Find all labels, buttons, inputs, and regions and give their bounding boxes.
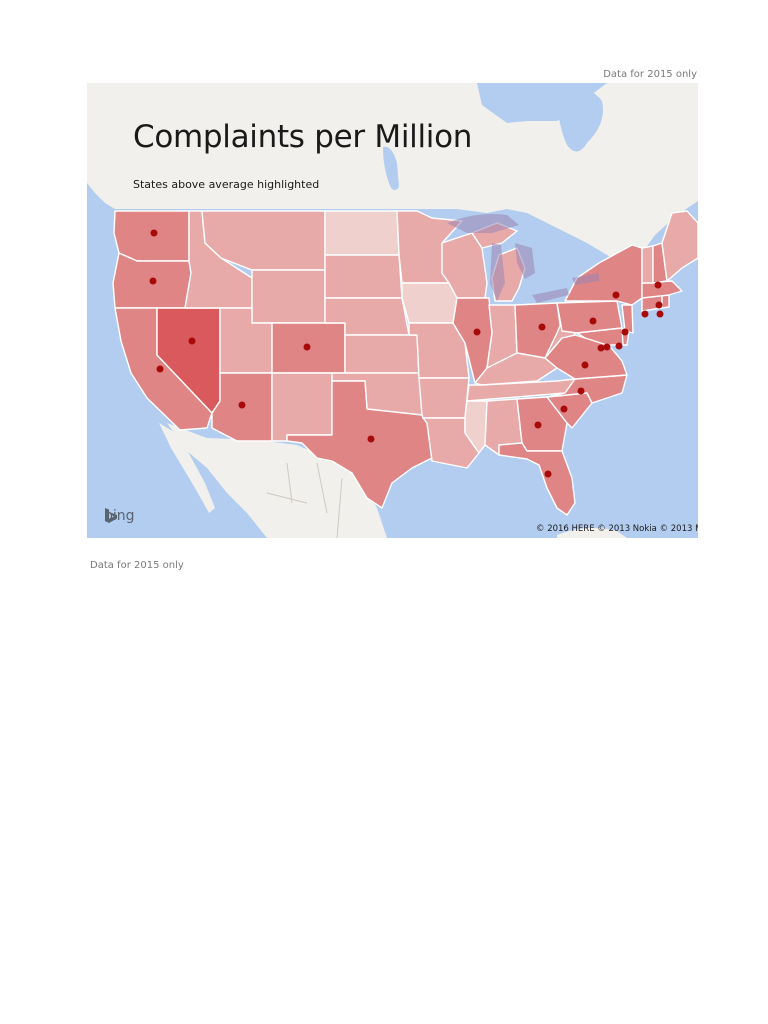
marker-ct xyxy=(641,310,649,318)
marker-md-1 xyxy=(597,344,605,352)
marker-ri xyxy=(656,310,664,318)
state-ar xyxy=(418,377,470,419)
state-tx xyxy=(286,380,433,509)
marker-nj xyxy=(621,328,629,336)
state-pa xyxy=(556,300,623,334)
marker-ga xyxy=(534,421,542,429)
state-vt xyxy=(641,245,654,284)
baja-peninsula xyxy=(159,423,215,513)
data-note-bottom: Data for 2015 only xyxy=(90,560,184,571)
lake-erie xyxy=(532,288,569,303)
states xyxy=(112,210,698,516)
mexico-land xyxy=(167,423,387,538)
map-image: Complaints per Million States above aver… xyxy=(87,83,698,538)
bing-b-icon xyxy=(105,508,117,523)
marker-il xyxy=(473,328,481,336)
marker-md-2 xyxy=(603,343,611,351)
marker-or xyxy=(149,277,157,285)
lake-winnipeg xyxy=(383,146,399,191)
map-attribution: © 2016 HERE © 2013 Nokia © 2013 Microsof… xyxy=(536,524,698,534)
marker-fl xyxy=(544,470,552,478)
lake-canada xyxy=(557,88,603,152)
marker-va xyxy=(581,361,589,369)
marker-sc xyxy=(560,405,568,413)
state-markers xyxy=(149,229,664,478)
state-nm xyxy=(271,372,333,442)
mexico-borders xyxy=(266,462,343,538)
marker-nv xyxy=(188,337,196,345)
state-sd xyxy=(324,254,403,299)
map-title: Complaints per Million xyxy=(133,119,473,155)
data-note-top: Data for 2015 only xyxy=(603,69,697,80)
marker-pa xyxy=(589,317,597,325)
state-ks xyxy=(344,334,420,374)
state-ri xyxy=(661,294,670,309)
marker-ca xyxy=(156,365,164,373)
state-wy xyxy=(251,269,326,324)
marker-oh xyxy=(538,323,546,331)
state-fl xyxy=(498,442,576,516)
marker-wa xyxy=(150,229,158,237)
state-me xyxy=(661,210,698,282)
bing-logo: bing xyxy=(104,508,135,524)
state-wa xyxy=(113,210,190,262)
lake-superior xyxy=(447,214,519,233)
map-subtitle: States above average highlighted xyxy=(133,178,320,191)
lake-ontario xyxy=(572,273,599,285)
marker-de xyxy=(615,342,623,350)
marker-nc xyxy=(577,387,585,395)
state-nj xyxy=(621,304,634,334)
cuba-land xyxy=(557,527,627,538)
us-choropleth-map xyxy=(87,83,698,538)
lake-huron xyxy=(515,243,535,279)
marker-ma xyxy=(655,301,663,309)
state-ia xyxy=(401,282,458,324)
marker-co xyxy=(303,343,311,351)
state-nd xyxy=(324,210,400,256)
marker-nh xyxy=(654,281,662,289)
lake-michigan xyxy=(490,243,505,301)
great-lakes xyxy=(447,214,599,303)
marker-ny xyxy=(612,291,620,299)
marker-tx xyxy=(367,435,375,443)
marker-az xyxy=(238,401,246,409)
